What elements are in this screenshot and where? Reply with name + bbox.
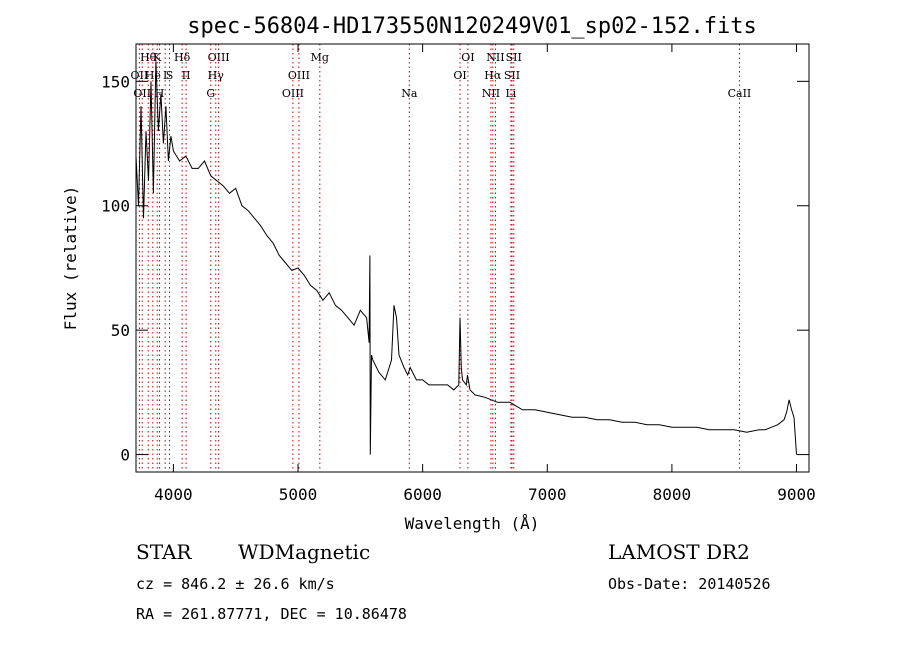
line-label-4: K [153, 51, 162, 64]
x-axis-ticks: 4000 5000 6000 7000 8000 9000 [154, 44, 816, 504]
line-label-14: OIII [288, 69, 310, 82]
spectrum-line [135, 61, 797, 455]
line-label-24: SII [506, 51, 522, 64]
x-tick-label-5: 9000 [777, 485, 816, 504]
line-label-18: OI [461, 51, 474, 64]
chart-title: spec-56804-HD173550N120249V01_sp02-152.f… [187, 14, 757, 39]
y-tick-label-0: 0 [120, 446, 130, 465]
plot-frame [135, 43, 810, 473]
line-label-9: II [182, 69, 191, 82]
line-label-8: Hδ [174, 51, 191, 64]
line-label-15: Mg [311, 51, 329, 64]
line-label-23: Li [505, 87, 516, 100]
line-label-6: I [163, 69, 167, 82]
line-label-12: OIII [208, 51, 230, 64]
y-tick-label-2: 100 [101, 197, 130, 216]
line-label-22: SII [504, 69, 520, 82]
line-label-1: OII [133, 87, 151, 100]
line-label-3: He [145, 69, 161, 82]
line-label-21: NII [486, 51, 504, 64]
object-subclass: WDMagnetic [238, 540, 371, 564]
line-label-13: OIII [282, 87, 304, 100]
y-axis-label: Flux (relative) [61, 186, 80, 331]
y-tick-label-3: 150 [101, 72, 130, 91]
x-axis-label: Wavelength (Å) [405, 514, 540, 533]
x-tick-label-4: 8000 [653, 485, 692, 504]
line-label-11: Hγ [208, 69, 225, 82]
obs-date: Obs-Date: 20140526 [608, 575, 771, 593]
coordinates-readout: RA = 261.87771, DEC = 10.86478 [136, 605, 407, 623]
line-label-0: OII [131, 69, 149, 82]
line-label-16: Na [401, 87, 418, 100]
y-axis-ticks: 0 50 100 150 [101, 72, 809, 465]
x-tick-label-1: 5000 [279, 485, 318, 504]
y-tick-label-1: 50 [111, 321, 130, 340]
object-class: STAR [136, 540, 192, 564]
line-label-17: OI [453, 69, 466, 82]
x-tick-label-0: 4000 [154, 485, 193, 504]
line-label-7: S [166, 69, 174, 82]
x-tick-label-2: 6000 [403, 485, 442, 504]
line-label-5: H [155, 87, 165, 100]
line-markers: OIIOIIHθHeKHISHδIIGHγOIIIOIIIOIIIMgNaOIO… [131, 44, 752, 472]
line-label-25: CaII [728, 87, 752, 100]
line-label-20: Hα [484, 69, 502, 82]
line-label-10: G [206, 87, 215, 100]
redshift-readout: cz = 846.2 ± 26.6 km/s [136, 575, 335, 593]
survey-name: LAMOST DR2 [608, 540, 750, 564]
line-label-19: NII [482, 87, 500, 100]
x-tick-label-3: 7000 [528, 485, 567, 504]
